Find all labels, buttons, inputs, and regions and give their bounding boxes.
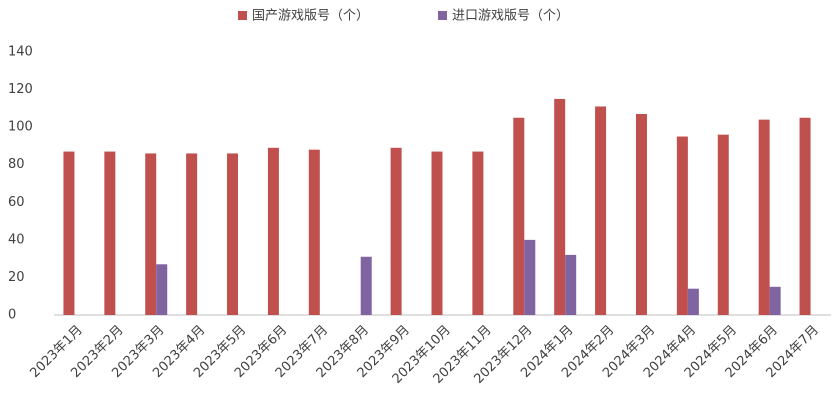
bar — [145, 153, 157, 315]
bar — [186, 153, 198, 315]
bar — [595, 106, 607, 315]
bar — [676, 136, 688, 315]
bar — [390, 147, 402, 315]
bar — [308, 149, 320, 315]
bar — [360, 256, 372, 315]
legend-swatch — [438, 11, 447, 20]
bar — [63, 151, 75, 315]
y-tick-label: 80 — [8, 157, 25, 172]
y-tick-label: 140 — [8, 45, 33, 60]
y-tick-label: 0 — [8, 308, 16, 323]
bar — [104, 151, 116, 315]
bar — [687, 288, 699, 315]
legend-swatch — [238, 11, 247, 20]
y-tick-label: 40 — [8, 232, 25, 247]
bar — [431, 151, 443, 315]
bar — [554, 98, 566, 315]
bar — [227, 153, 239, 315]
bar — [267, 147, 279, 315]
bar — [472, 151, 484, 315]
legend-label: 进口游戏版号（个） — [452, 9, 569, 24]
bar — [565, 254, 577, 315]
y-tick-label: 20 — [8, 270, 25, 285]
bar — [156, 264, 168, 315]
bar — [758, 119, 770, 315]
bar — [524, 239, 536, 315]
y-tick-label: 120 — [8, 82, 33, 97]
bar — [799, 117, 811, 315]
y-tick-label: 60 — [8, 195, 25, 210]
bar — [513, 117, 525, 315]
bar — [635, 113, 647, 315]
bar — [717, 134, 729, 315]
legend-label: 国产游戏版号（个） — [252, 9, 369, 24]
bar — [769, 286, 781, 315]
y-tick-label: 100 — [8, 120, 33, 135]
